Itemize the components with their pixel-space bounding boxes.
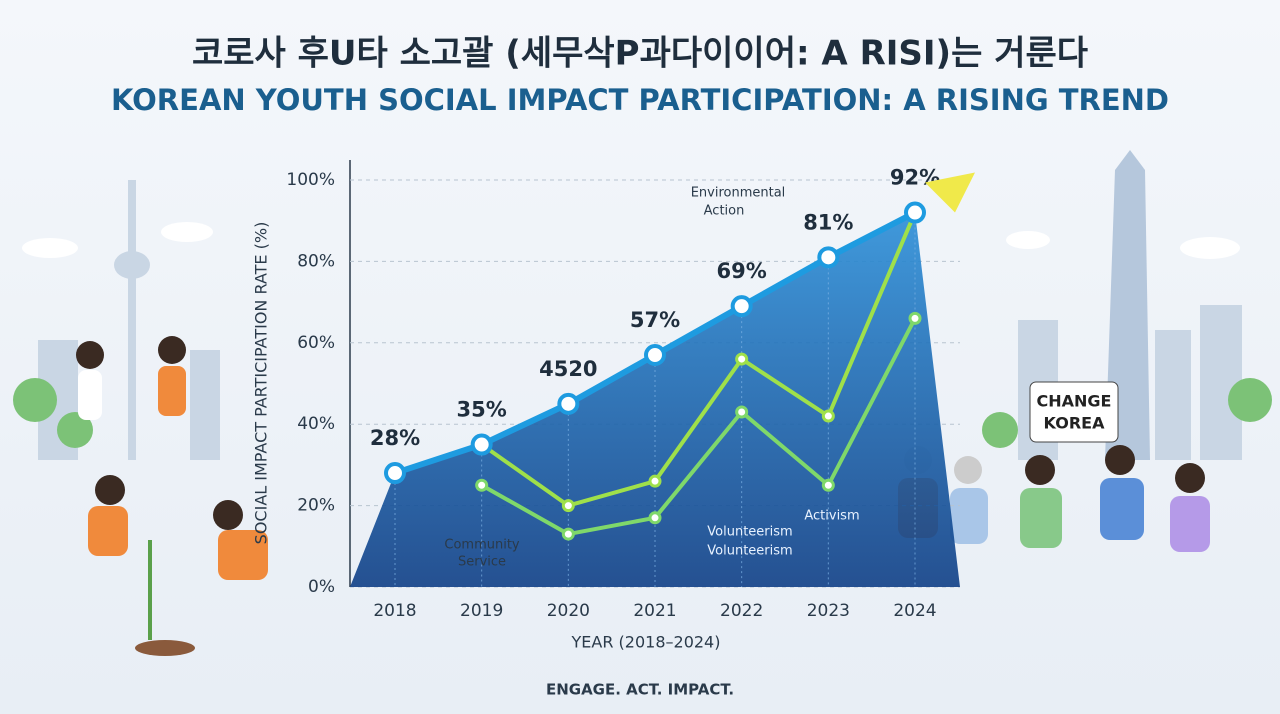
y-tick-label: 100% — [286, 170, 335, 190]
data-point — [904, 201, 926, 224]
plot: 0% 20% 40% 60% 80% 100% 2018 2019 2020 2021 2022 20… — [286, 160, 975, 621]
y-tick-label: 60% — [297, 333, 335, 353]
data-point — [475, 478, 489, 492]
data-point — [735, 405, 749, 419]
annotation: Environmental — [691, 186, 786, 201]
y-tick-label: 40% — [297, 414, 335, 434]
sign-text: KOREA — [1044, 414, 1106, 433]
data-point — [470, 433, 493, 456]
data-point — [561, 499, 575, 513]
chart-subtitle: KOREAN YOUTH SOCIAL IMPACT PARTICIPATION… — [111, 83, 1169, 117]
clouds — [22, 222, 1240, 259]
annotation: Activism — [804, 509, 859, 524]
x-tick-label: 2021 — [633, 601, 676, 621]
data-point — [908, 311, 922, 325]
area — [350, 212, 960, 587]
data-point — [817, 246, 840, 269]
data-point — [561, 527, 575, 541]
x-tick-label: 2018 — [373, 601, 416, 621]
data-point — [730, 295, 753, 318]
value-label: 4520 — [539, 357, 597, 381]
annotation: Community — [444, 538, 520, 553]
annotation: Service — [458, 555, 506, 570]
y-tick-label: 80% — [297, 251, 335, 271]
data-point — [384, 462, 406, 485]
y-axis-label: SOCIAL IMPACT PARTICIPATION RATE (%) — [252, 222, 271, 545]
x-axis-label: YEAR (2018–2024) — [571, 633, 721, 652]
sign-text: CHANGE — [1037, 392, 1112, 411]
chart-title: 코로사 후U타 소고괄 (세무삭P과다이이어: A RISI)는 거룬다 — [192, 34, 1088, 74]
x-tick-label: 2022 — [720, 601, 763, 621]
data-point — [644, 344, 666, 367]
annotation: Volunteerism — [707, 544, 792, 559]
y-tick-label: 0% — [308, 577, 335, 597]
annotation: Volunteerism — [707, 525, 792, 540]
x-tick-label: 2019 — [460, 601, 503, 621]
arrow-head — [925, 172, 975, 213]
y-tick-label: 20% — [297, 496, 335, 516]
trees — [13, 378, 1272, 448]
data-point — [648, 511, 662, 525]
value-label: 57% — [630, 308, 680, 332]
x-tick-label: 2020 — [547, 601, 590, 621]
value-label: 69% — [717, 259, 767, 283]
data-point — [648, 474, 662, 488]
annotation: Action — [704, 204, 745, 219]
value-label: 81% — [803, 210, 853, 234]
value-label: 28% — [370, 426, 420, 450]
data-point — [821, 478, 835, 492]
value-label: 35% — [457, 398, 507, 422]
data-point — [557, 392, 580, 415]
footer: ENGAGE. ACT. IMPACT. — [546, 681, 734, 699]
x-tick-label: 2023 — [807, 601, 850, 621]
series-line — [480, 317, 917, 537]
data-point — [821, 409, 835, 423]
x-tick-label: 2024 — [893, 601, 936, 621]
data-point — [735, 352, 749, 366]
people-left — [76, 336, 268, 656]
series-line — [480, 211, 917, 508]
sign — [1029, 381, 1119, 443]
